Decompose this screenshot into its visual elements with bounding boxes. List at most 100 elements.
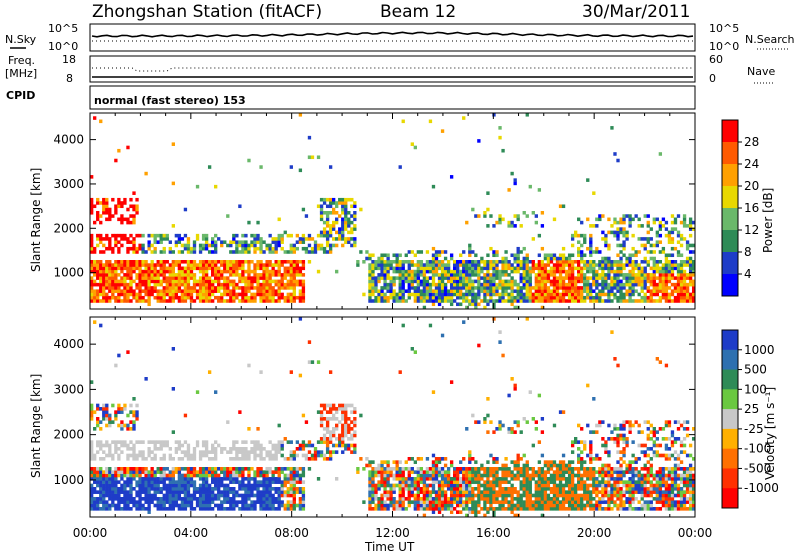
heatmap-cell xyxy=(401,276,405,280)
heatmap-cell xyxy=(283,503,287,508)
heatmap-cell xyxy=(280,279,284,284)
heatmap-cell xyxy=(434,493,439,498)
heatmap-cell xyxy=(483,513,487,518)
heatmap-cell xyxy=(395,460,399,464)
heatmap-cell xyxy=(631,289,635,293)
heatmap-cell xyxy=(437,279,442,284)
heatmap-cell xyxy=(685,276,690,280)
heatmap-cell xyxy=(516,497,520,501)
heatmap-cell xyxy=(456,490,460,494)
heatmap-cell xyxy=(483,483,487,488)
heatmap-cell xyxy=(356,263,360,267)
heatmap-cell xyxy=(395,507,399,511)
heatmap-cell xyxy=(162,473,166,478)
heatmap-cell xyxy=(198,276,203,280)
heatmap-cell xyxy=(244,490,248,494)
heatmap-cell xyxy=(679,260,684,264)
heatmap-cell xyxy=(407,295,411,300)
heatmap-cell xyxy=(129,447,133,451)
heatmap-cell xyxy=(658,282,663,287)
heatmap-cell xyxy=(655,286,659,290)
heatmap-cell xyxy=(434,467,439,471)
heatmap-cell xyxy=(259,243,263,248)
heatmap-cell xyxy=(513,507,517,511)
heatmap-cell xyxy=(238,483,242,488)
heatmap-cell xyxy=(350,443,354,448)
heatmap-cell xyxy=(498,487,502,491)
heatmap-cell xyxy=(407,276,411,280)
heatmap-cell xyxy=(271,295,275,300)
heatmap-cell xyxy=(646,240,650,244)
heatmap-cell xyxy=(604,292,608,297)
heatmap-cell xyxy=(277,470,281,474)
heatmap-cell xyxy=(189,273,194,277)
heatmap-cell xyxy=(613,273,617,277)
heatmap-cell xyxy=(501,503,505,508)
heatmap-cell xyxy=(126,500,130,504)
heatmap-cell xyxy=(510,220,514,225)
heatmap-cell xyxy=(241,467,245,471)
heatmap-cell xyxy=(301,266,306,271)
heatmap-cell xyxy=(522,260,526,264)
heatmap-cell xyxy=(347,197,351,202)
heatmap-cell xyxy=(592,263,596,267)
heatmap-cell xyxy=(534,286,538,290)
heatmap-cell xyxy=(138,480,142,484)
heatmap-cell xyxy=(111,493,115,498)
heatmap-cell xyxy=(153,497,157,501)
heatmap-cell xyxy=(253,507,257,511)
heatmap-cell xyxy=(513,295,517,300)
heatmap-cell xyxy=(459,470,463,474)
heatmap-cell xyxy=(474,305,478,310)
heatmap-cell xyxy=(676,263,681,267)
heatmap-cell xyxy=(434,507,439,511)
heatmap-cell xyxy=(456,302,460,307)
heatmap-cell xyxy=(126,503,130,508)
heatmap-cell xyxy=(449,279,454,284)
heatmap-cell xyxy=(117,201,121,205)
heatmap-cell xyxy=(413,279,417,284)
heatmap-cell xyxy=(489,282,493,287)
heatmap-cell xyxy=(286,473,290,478)
heatmap-cell xyxy=(453,266,457,271)
heatmap-cell xyxy=(495,250,499,254)
heatmap-cell xyxy=(592,269,596,274)
heatmap-cell xyxy=(183,299,188,303)
heatmap-cell xyxy=(392,500,396,504)
heatmap-cell xyxy=(504,480,508,484)
heatmap-cell xyxy=(468,480,472,484)
heatmap-cell xyxy=(492,457,496,461)
heatmap-cell xyxy=(295,440,300,444)
heatmap-cell xyxy=(186,289,191,293)
heatmap-cell xyxy=(425,299,430,303)
heatmap-cell xyxy=(226,299,230,303)
heatmap-cell xyxy=(247,503,251,508)
heatmap-cell xyxy=(380,289,384,293)
heatmap-cell xyxy=(419,295,424,300)
heatmap-cell xyxy=(676,269,681,274)
heatmap-cell xyxy=(207,470,212,474)
heatmap-cell xyxy=(286,260,290,264)
heatmap-cell xyxy=(477,497,481,501)
heatmap-cell xyxy=(471,470,475,474)
heatmap-cell xyxy=(183,497,188,501)
heatmap-cell xyxy=(386,490,390,494)
heatmap-cell xyxy=(558,282,563,287)
heatmap-cell xyxy=(96,507,100,511)
heatmap-cell xyxy=(365,457,369,461)
heatmap-cell xyxy=(271,299,275,303)
heatmap-cell xyxy=(93,246,97,251)
heatmap-cell xyxy=(401,263,405,267)
heatmap-cell xyxy=(344,214,348,218)
heatmap-cell xyxy=(156,299,160,303)
heatmap-cell xyxy=(177,493,182,498)
heatmap-cell xyxy=(531,292,535,297)
heatmap-cell xyxy=(138,477,142,481)
heatmap-cell xyxy=(416,286,421,290)
heatmap-cell xyxy=(247,453,251,458)
heatmap-cell xyxy=(165,497,169,501)
heatmap-cell xyxy=(586,263,590,267)
heatmap-cell xyxy=(220,477,224,481)
heatmap-cell xyxy=(413,295,417,300)
heatmap-cell xyxy=(468,286,472,290)
